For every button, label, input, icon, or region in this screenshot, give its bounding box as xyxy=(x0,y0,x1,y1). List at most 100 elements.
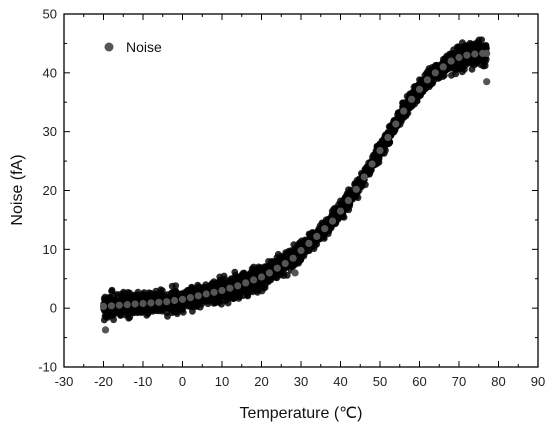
x-tick-label: 0 xyxy=(179,374,186,389)
noise-point xyxy=(452,70,460,78)
x-tick-label: -10 xyxy=(134,374,153,389)
noise-point xyxy=(459,39,466,46)
data-point xyxy=(344,196,352,205)
data-point xyxy=(218,286,226,295)
x-tick-label: 80 xyxy=(491,374,505,389)
noise-point xyxy=(111,291,118,299)
outlier-point xyxy=(483,78,491,86)
data-point xyxy=(139,299,147,308)
noise-point xyxy=(481,62,489,70)
x-tick-label: 40 xyxy=(333,374,347,389)
data-point xyxy=(186,294,194,302)
data-point xyxy=(408,95,416,103)
noise-point xyxy=(252,287,260,295)
noise-point xyxy=(157,286,165,294)
data-point xyxy=(360,173,368,181)
x-tick-label: 70 xyxy=(452,374,466,389)
noise-point xyxy=(175,305,182,313)
noise-point xyxy=(243,291,251,299)
noise-point xyxy=(406,104,414,112)
data-point xyxy=(202,290,210,298)
noise-point xyxy=(187,300,194,308)
legend: Noise xyxy=(104,39,162,55)
noise-point xyxy=(297,256,305,263)
data-point xyxy=(431,69,439,77)
noise-point xyxy=(473,60,480,67)
x-axis-title: Temperature (℃) xyxy=(240,405,363,422)
noise-point xyxy=(123,306,130,314)
x-tick-label: 60 xyxy=(412,374,426,389)
noise-point xyxy=(282,254,290,261)
data-point xyxy=(439,63,447,71)
noise-point xyxy=(167,290,175,297)
x-tick-label: 20 xyxy=(254,374,268,389)
data-point xyxy=(171,296,179,305)
noise-point xyxy=(468,65,476,73)
data-point xyxy=(194,292,202,300)
noise-point xyxy=(248,265,256,272)
noise-point xyxy=(354,194,362,202)
data-point xyxy=(226,284,234,292)
noise-point xyxy=(332,211,339,219)
data-point xyxy=(392,120,400,128)
data-point xyxy=(242,279,250,287)
data-point xyxy=(305,239,313,247)
data-point xyxy=(415,85,424,93)
noise-point xyxy=(346,188,354,196)
x-tick-label: -20 xyxy=(94,374,113,389)
data-point xyxy=(210,288,218,296)
data-point xyxy=(115,301,123,309)
data-point xyxy=(297,246,305,255)
noise-point xyxy=(158,306,166,314)
outlier-point xyxy=(291,269,299,277)
noise-point xyxy=(265,276,273,284)
x-tick-label: 30 xyxy=(294,374,308,389)
noise-point xyxy=(231,268,239,276)
noise-point xyxy=(164,313,171,320)
data-point xyxy=(107,302,115,310)
data-point xyxy=(447,57,455,65)
noise-point xyxy=(268,258,276,265)
data-point xyxy=(455,53,463,62)
y-tick-label: 40 xyxy=(43,65,57,80)
noise-point xyxy=(150,290,158,298)
noise-point xyxy=(211,297,219,304)
data-point xyxy=(376,146,384,155)
data-point xyxy=(352,185,360,193)
y-tick-label: 50 xyxy=(43,7,57,22)
y-tick-label: 0 xyxy=(50,301,57,316)
noise-point xyxy=(425,81,432,89)
data-point xyxy=(123,301,131,309)
noise-point xyxy=(189,307,196,315)
data-point xyxy=(257,273,266,281)
noise-point xyxy=(305,246,313,254)
outlier-point xyxy=(101,326,110,334)
data-point xyxy=(99,302,108,310)
legend-marker xyxy=(104,42,114,52)
noise-point xyxy=(280,272,288,279)
data-point xyxy=(281,259,289,268)
noise-point xyxy=(374,153,381,161)
data-point xyxy=(313,232,321,240)
data-point xyxy=(329,217,337,225)
y-tick-label: 10 xyxy=(43,242,57,257)
noise-point xyxy=(258,287,266,295)
noise-point xyxy=(220,272,228,280)
data-point xyxy=(400,107,408,115)
data-point xyxy=(336,207,345,215)
x-axis-ticks: -30 -20 -10 0 10 20 30 40 50 60 70 80 90 xyxy=(55,14,545,389)
y-axis-title: Noise (fA) xyxy=(9,154,26,225)
x-tick-label: 10 xyxy=(215,374,229,389)
noise-point xyxy=(400,102,408,110)
data-point xyxy=(265,269,273,277)
noise-point xyxy=(179,309,187,316)
data-point xyxy=(321,225,329,233)
x-tick-label: 90 xyxy=(531,374,545,389)
noise-point xyxy=(194,286,201,293)
data-point xyxy=(147,299,155,307)
noise-point xyxy=(257,264,265,271)
y-tick-label: -10 xyxy=(38,360,57,375)
noise-point xyxy=(198,300,206,308)
